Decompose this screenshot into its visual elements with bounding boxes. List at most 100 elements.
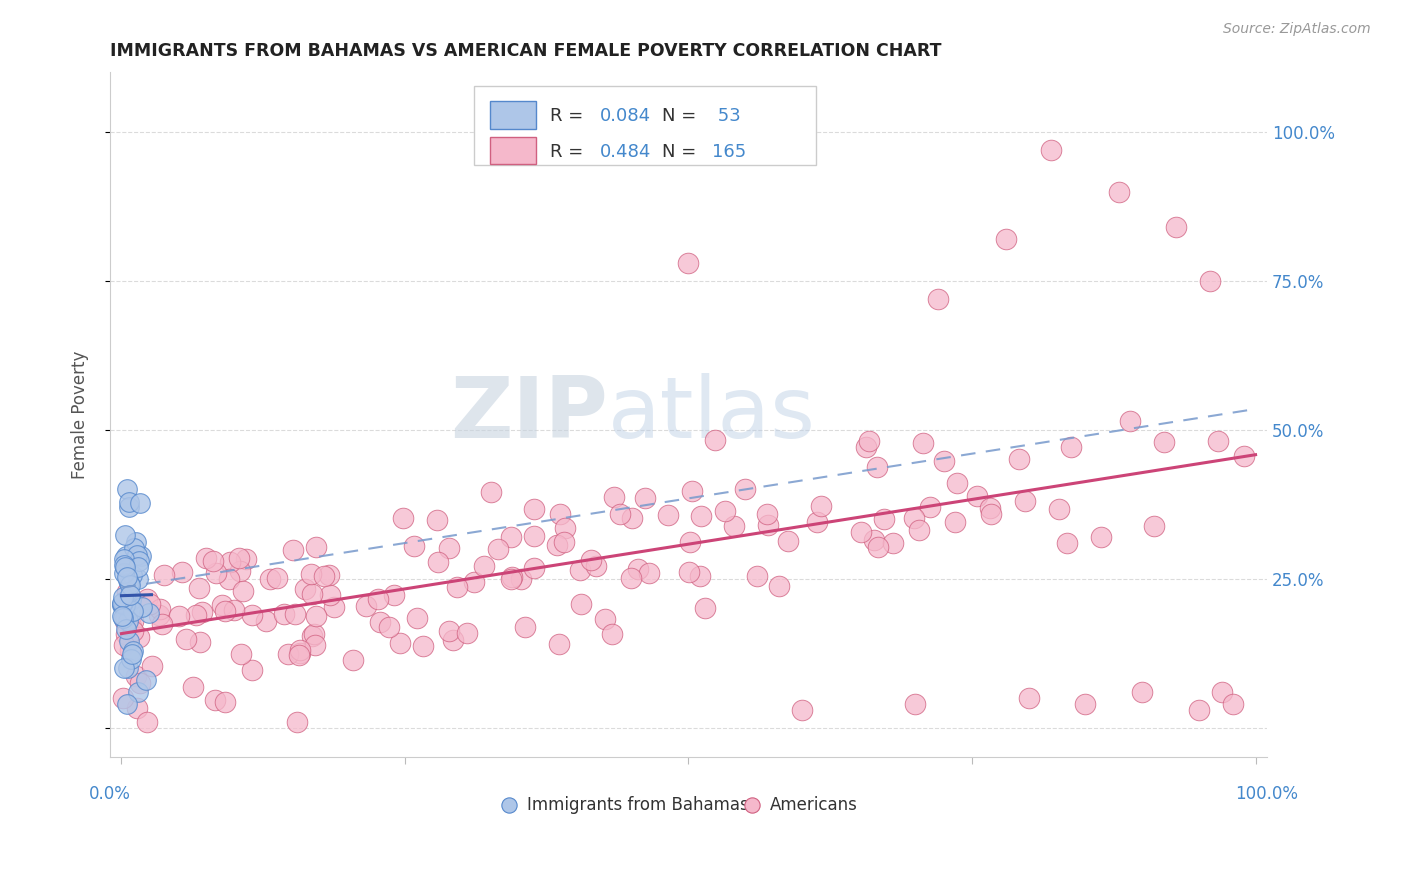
Point xyxy=(966,489,988,503)
Point xyxy=(188,581,211,595)
Point xyxy=(378,620,401,634)
Text: N =: N = xyxy=(662,107,702,125)
Point xyxy=(299,566,322,581)
Point xyxy=(312,569,335,583)
Point xyxy=(112,638,135,652)
Point xyxy=(1060,440,1083,454)
Point xyxy=(690,508,713,523)
Point xyxy=(118,494,141,508)
Point xyxy=(273,607,295,622)
Point xyxy=(118,634,141,648)
Point xyxy=(1199,274,1222,288)
Point xyxy=(1040,143,1063,157)
Point xyxy=(873,512,896,526)
Point xyxy=(382,588,405,602)
Point xyxy=(219,555,242,569)
Point xyxy=(437,624,460,639)
Point xyxy=(114,599,136,613)
FancyBboxPatch shape xyxy=(489,101,536,128)
Point xyxy=(294,582,316,597)
Point xyxy=(118,588,141,602)
Point xyxy=(121,568,143,582)
Point xyxy=(678,535,700,549)
Point xyxy=(127,685,149,699)
Point xyxy=(678,256,700,270)
Point xyxy=(866,460,889,475)
Text: 0.084: 0.084 xyxy=(599,107,651,125)
Point xyxy=(305,541,328,555)
Point xyxy=(229,564,252,578)
Point xyxy=(266,571,288,585)
Point xyxy=(120,619,142,633)
Point xyxy=(472,559,495,574)
Point xyxy=(427,555,450,569)
Point xyxy=(1056,536,1078,550)
Point xyxy=(285,714,308,729)
Point xyxy=(112,552,135,566)
Point xyxy=(627,562,650,576)
Point xyxy=(609,507,631,521)
Y-axis label: Female Poverty: Female Poverty xyxy=(72,351,89,479)
Point xyxy=(1222,697,1244,711)
Point xyxy=(112,661,135,675)
Point xyxy=(111,691,134,706)
Point xyxy=(224,603,246,617)
Point xyxy=(111,597,134,611)
Point xyxy=(579,553,602,567)
Point xyxy=(214,604,236,618)
Point xyxy=(1014,494,1036,508)
Point xyxy=(111,596,134,610)
Point xyxy=(603,491,626,505)
Point xyxy=(125,701,148,715)
Point xyxy=(1090,530,1112,544)
Point xyxy=(600,627,623,641)
Point xyxy=(129,549,152,563)
Point xyxy=(927,292,949,306)
Point xyxy=(745,569,768,583)
Point xyxy=(546,538,568,552)
Point xyxy=(714,504,737,518)
Point xyxy=(117,574,139,588)
Point xyxy=(115,483,138,497)
Point xyxy=(111,595,134,609)
Point xyxy=(205,566,228,581)
Point xyxy=(141,658,163,673)
Point xyxy=(554,521,576,535)
Point xyxy=(117,661,139,675)
Point xyxy=(115,605,138,619)
Point xyxy=(734,483,756,497)
Point xyxy=(620,571,643,585)
Point xyxy=(138,607,160,621)
Text: IMMIGRANTS FROM BAHAMAS VS AMERICAN FEMALE POVERTY CORRELATION CHART: IMMIGRANTS FROM BAHAMAS VS AMERICAN FEMA… xyxy=(110,42,942,60)
Text: 100.0%: 100.0% xyxy=(1236,785,1298,803)
Point xyxy=(214,695,236,709)
Point xyxy=(979,508,1001,522)
Point xyxy=(354,599,377,614)
Point xyxy=(127,560,149,574)
Point xyxy=(568,563,591,577)
Point xyxy=(318,567,340,582)
Point xyxy=(120,593,142,607)
Point xyxy=(242,663,264,677)
Point xyxy=(229,647,252,661)
Point xyxy=(367,592,389,607)
Point xyxy=(1018,690,1040,705)
Point xyxy=(304,639,326,653)
Point xyxy=(139,597,162,611)
Point xyxy=(911,436,934,450)
Point xyxy=(114,609,136,624)
Point xyxy=(806,516,828,530)
Point xyxy=(863,533,886,547)
Point xyxy=(768,579,790,593)
Text: Source: ZipAtlas.com: Source: ZipAtlas.com xyxy=(1223,22,1371,37)
Point xyxy=(523,501,546,516)
Point xyxy=(932,454,955,468)
Point xyxy=(368,615,391,629)
Point xyxy=(479,484,502,499)
Point xyxy=(191,605,214,619)
Point xyxy=(122,604,145,618)
Point xyxy=(128,554,150,568)
Point xyxy=(167,608,190,623)
Text: 0.484: 0.484 xyxy=(599,143,651,161)
Point xyxy=(150,616,173,631)
